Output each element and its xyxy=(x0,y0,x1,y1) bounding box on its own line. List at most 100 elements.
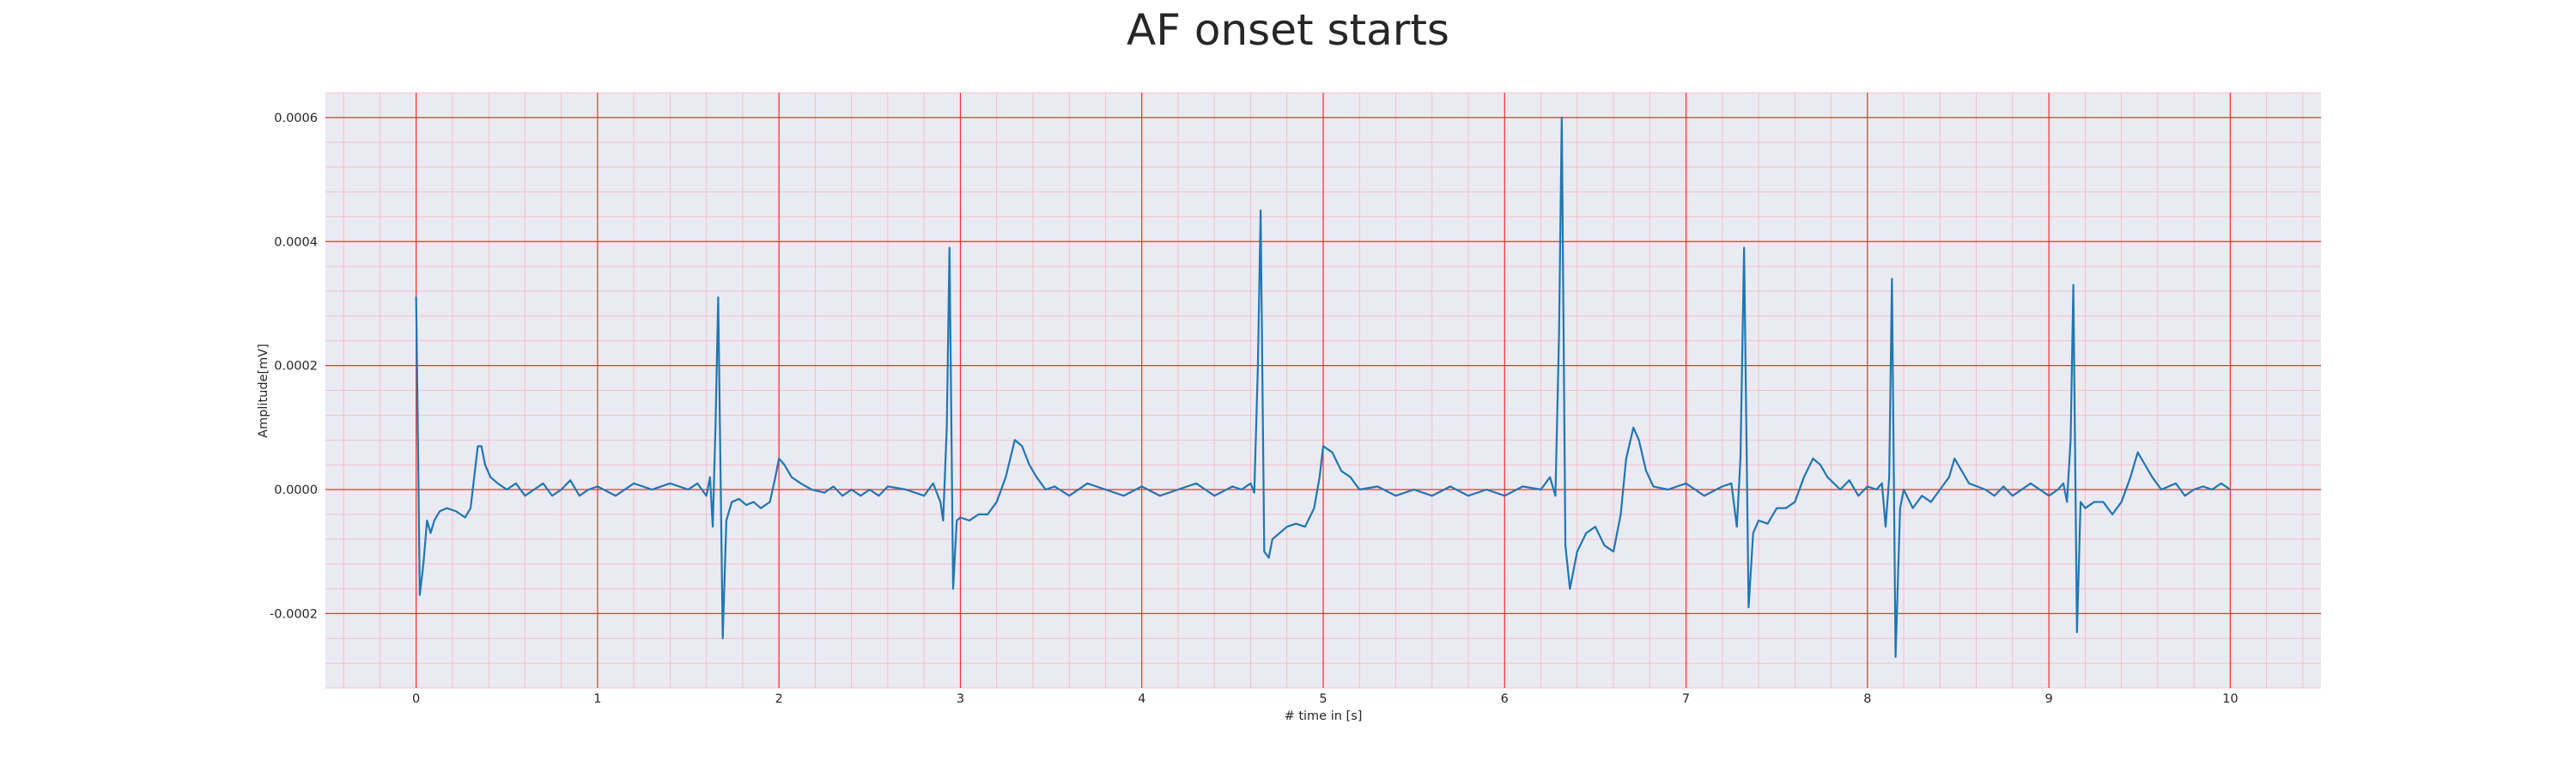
data-point xyxy=(1341,471,1342,472)
data-point xyxy=(715,427,716,428)
data-point xyxy=(851,489,852,490)
y-axis-label: Amplitude[mV] xyxy=(257,344,270,438)
data-point xyxy=(1969,483,1970,484)
data-point xyxy=(1653,486,1654,487)
data-point xyxy=(2160,489,2161,490)
data-point xyxy=(2073,284,2074,285)
data-point xyxy=(2152,477,2153,478)
x-tick-label: 5 xyxy=(1319,692,1327,706)
data-point xyxy=(1286,526,1287,527)
data-point xyxy=(800,483,801,484)
data-point xyxy=(1558,334,1559,335)
x-tick-label: 4 xyxy=(1138,692,1145,706)
data-point xyxy=(456,511,457,512)
data-point xyxy=(1264,551,1265,552)
data-point xyxy=(746,504,747,505)
data-point xyxy=(709,477,710,478)
data-point xyxy=(1744,247,1745,248)
data-point xyxy=(597,486,598,487)
data-point xyxy=(1254,492,1255,493)
data-point xyxy=(1961,471,1962,472)
x-tick-label: 8 xyxy=(1863,692,1871,706)
data-point xyxy=(697,483,698,484)
data-point xyxy=(1876,489,1877,490)
data-point xyxy=(1413,489,1414,490)
data-point xyxy=(1022,446,1023,447)
data-point xyxy=(1561,117,1562,118)
data-point xyxy=(1895,656,1896,657)
data-point xyxy=(738,498,739,499)
data-point xyxy=(712,526,713,527)
data-point xyxy=(1322,446,1323,447)
data-point xyxy=(2144,465,2145,466)
data-point xyxy=(533,489,534,490)
data-point xyxy=(1940,489,1941,490)
data-point xyxy=(1813,458,1814,459)
x-tick-label: 9 xyxy=(2044,692,2052,706)
data-point xyxy=(1141,486,1142,487)
data-point xyxy=(791,477,792,478)
data-point xyxy=(543,483,544,484)
data-point xyxy=(784,465,785,466)
data-point xyxy=(1332,452,1333,453)
data-point xyxy=(2003,486,2004,487)
data-point xyxy=(474,477,475,478)
data-point xyxy=(833,486,834,487)
data-point xyxy=(1087,483,1088,484)
data-point xyxy=(1985,489,1986,490)
data-point xyxy=(1549,477,1550,478)
data-point xyxy=(1840,489,1841,490)
data-point xyxy=(1885,526,1886,527)
data-point xyxy=(570,480,571,481)
x-tick-label: 6 xyxy=(1501,692,1509,706)
data-point xyxy=(869,489,870,490)
x-axis-label: # time in [s] xyxy=(1285,709,1363,723)
data-point xyxy=(949,247,950,248)
data-point xyxy=(2076,631,2077,632)
data-point xyxy=(946,427,947,428)
data-point xyxy=(561,489,562,490)
data-point xyxy=(1232,486,1233,487)
data-point xyxy=(1359,489,1360,490)
data-point xyxy=(2137,452,2138,453)
data-point xyxy=(634,483,635,484)
data-point xyxy=(1105,489,1106,490)
data-point xyxy=(1377,486,1378,487)
y-tick-label: 0.0006 xyxy=(274,112,318,125)
data-point xyxy=(1867,486,1868,487)
data-point xyxy=(887,486,888,487)
y-tick-label: -0.0002 xyxy=(270,607,318,621)
data-point xyxy=(823,492,824,493)
data-point xyxy=(1849,480,1850,481)
data-point xyxy=(811,489,812,490)
data-point xyxy=(1625,458,1626,459)
data-point xyxy=(1522,486,1523,487)
data-point xyxy=(477,446,478,447)
data-point xyxy=(1014,440,1015,441)
data-point xyxy=(2070,440,2071,441)
y-tick-label: 0.0002 xyxy=(274,360,318,374)
data-point xyxy=(670,483,671,484)
data-point xyxy=(2175,483,2176,484)
data-point xyxy=(1304,526,1305,527)
data-point xyxy=(960,517,961,518)
data-point xyxy=(1036,477,1037,478)
data-point xyxy=(515,483,516,484)
data-point xyxy=(722,638,723,639)
data-point xyxy=(1054,486,1055,487)
data-point xyxy=(652,489,653,490)
data-point xyxy=(1892,278,1893,279)
data-point xyxy=(1296,523,1297,524)
x-tick-label: 7 xyxy=(1682,692,1690,706)
data-point xyxy=(439,511,440,512)
data-point xyxy=(1903,489,1904,490)
data-point xyxy=(1177,489,1178,490)
chart-title: AF onset starts xyxy=(1127,5,1449,55)
data-point xyxy=(1633,427,1634,428)
data-point xyxy=(1257,365,1258,366)
data-point xyxy=(718,297,719,298)
data-point xyxy=(1045,489,1046,490)
x-tick-label: 3 xyxy=(957,692,964,706)
data-point xyxy=(1241,489,1242,490)
